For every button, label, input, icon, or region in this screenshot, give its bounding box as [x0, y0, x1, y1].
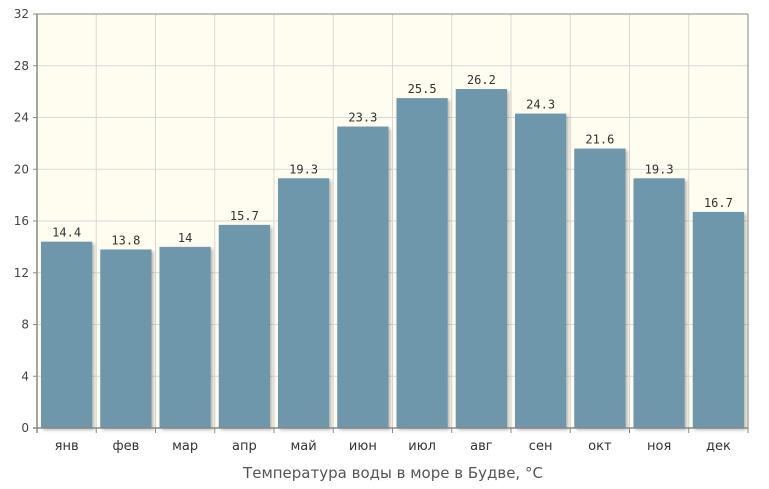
bar	[100, 249, 152, 428]
bar	[574, 148, 626, 429]
x-tick-label: май	[291, 439, 317, 454]
y-tick-label: 24	[14, 111, 29, 125]
x-tick-label: ноя	[647, 439, 671, 454]
x-tick-label: окт	[588, 439, 612, 454]
axes-group	[33, 13, 749, 433]
y-tick-label: 8	[21, 318, 29, 332]
labels-group: 0 4 8 12 16 20 24 28 32 14.4 янв 13.8 фев 14 мар 15.7 ап…	[14, 7, 733, 454]
bar	[515, 113, 567, 429]
bar	[278, 178, 330, 428]
data-label: 16.7	[704, 196, 733, 210]
bar	[633, 178, 685, 428]
data-label: 14	[178, 231, 192, 245]
data-label: 15.7	[230, 209, 259, 223]
bar	[396, 98, 448, 428]
data-label: 19.3	[645, 162, 674, 176]
y-tick-label: 12	[14, 266, 29, 280]
bar	[41, 241, 93, 428]
x-tick-label: дек	[706, 439, 731, 454]
x-tick-label: июл	[408, 439, 436, 454]
bar	[455, 89, 507, 428]
bar	[337, 126, 389, 429]
x-axis-title: Температура воды в море в Будве, °C	[242, 464, 543, 482]
x-tick-label: фев	[112, 439, 139, 454]
data-label: 21.6	[585, 133, 614, 147]
y-tick-label: 16	[14, 214, 29, 228]
data-label: 24.3	[526, 98, 555, 112]
data-label: 26.2	[467, 73, 496, 87]
x-tick-label: сен	[529, 439, 553, 454]
x-tick-label: апр	[232, 439, 257, 454]
x-tick-label: мар	[172, 439, 198, 454]
y-tick-label: 4	[21, 369, 29, 383]
y-tick-label: 20	[14, 162, 29, 176]
data-label: 13.8	[111, 233, 140, 247]
y-tick-label: 28	[14, 59, 29, 73]
bar	[218, 224, 270, 428]
y-tick-label: 32	[14, 7, 29, 21]
x-tick-label: июн	[349, 439, 377, 454]
y-tick-label: 0	[21, 421, 29, 435]
x-tick-label: авг	[470, 439, 493, 454]
x-tick-label: янв	[55, 439, 79, 454]
data-label: 14.4	[52, 226, 81, 240]
bars-group	[41, 89, 744, 429]
data-label: 19.3	[289, 162, 318, 176]
bar	[159, 246, 211, 428]
data-label: 25.5	[408, 82, 437, 96]
data-label: 23.3	[348, 111, 377, 125]
grid-lines	[37, 14, 748, 428]
bar	[692, 211, 744, 428]
